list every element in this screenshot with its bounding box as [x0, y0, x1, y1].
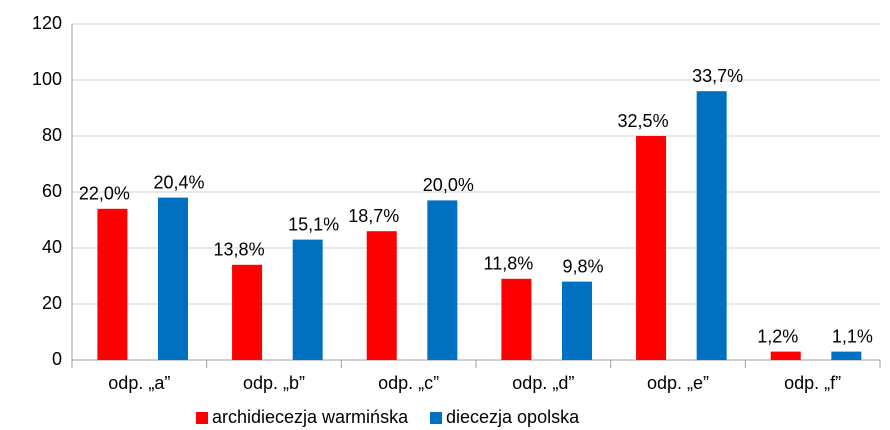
- legend-label: archidiecezja warmińska: [212, 407, 409, 427]
- data-label: 18,7%: [348, 206, 399, 226]
- legend-label: diecezja opolska: [446, 407, 580, 427]
- data-label: 9,8%: [562, 256, 603, 276]
- y-tick-label: 60: [42, 181, 62, 201]
- data-label: 15,1%: [288, 214, 339, 234]
- x-tick-label: odp. „b”: [243, 373, 305, 393]
- data-label: 20,0%: [423, 175, 474, 195]
- bar: [427, 200, 458, 360]
- x-tick-label: odp. „c”: [378, 373, 439, 393]
- x-tick-label: odp. „e”: [647, 373, 709, 393]
- bar: [770, 351, 801, 360]
- bar: [562, 281, 592, 360]
- bar: [292, 239, 323, 360]
- bar: [501, 278, 532, 360]
- bar: [97, 208, 128, 360]
- legend-swatch: [430, 412, 442, 424]
- data-label: 13,8%: [214, 240, 265, 260]
- data-label: 11,8%: [484, 254, 534, 274]
- y-tick-label: 40: [42, 237, 62, 257]
- x-tick-label: odp. „a”: [108, 373, 170, 393]
- x-tick-label: odp. „f”: [784, 373, 841, 393]
- bar: [232, 264, 263, 360]
- bar: [636, 136, 667, 360]
- data-label: 22,0%: [79, 184, 130, 204]
- data-label: 32,5%: [618, 111, 669, 131]
- y-tick-label: 100: [32, 69, 62, 89]
- y-tick-label: 80: [42, 125, 62, 145]
- y-tick-label: 120: [32, 13, 62, 33]
- bar: [366, 231, 397, 360]
- bar: [696, 91, 727, 360]
- x-tick-label: odp. „d”: [512, 373, 574, 393]
- data-label: 1,1%: [832, 326, 873, 346]
- legend-swatch: [196, 412, 208, 424]
- y-tick-label: 0: [52, 349, 62, 369]
- bar: [831, 351, 862, 360]
- y-tick-label: 20: [42, 293, 62, 313]
- data-label: 20,4%: [153, 172, 204, 192]
- data-label: 1,2%: [757, 326, 798, 346]
- data-label: 33,7%: [692, 66, 743, 86]
- bar: [158, 197, 188, 360]
